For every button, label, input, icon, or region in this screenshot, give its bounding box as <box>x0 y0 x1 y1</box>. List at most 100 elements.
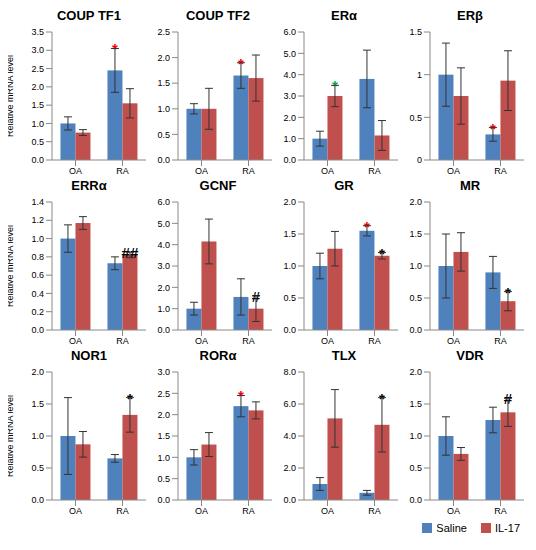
svg-text:0.5: 0.5 <box>409 293 422 303</box>
svg-text:0.0: 0.0 <box>409 325 422 335</box>
svg-text:OA: OA <box>69 166 82 176</box>
svg-text:0.8: 0.8 <box>31 252 44 262</box>
svg-text:0.0: 0.0 <box>283 325 296 335</box>
svg-text:1.5: 1.5 <box>157 78 170 88</box>
svg-text:RA: RA <box>116 166 129 176</box>
svg-text:5.0: 5.0 <box>283 49 296 59</box>
svg-text:0.0: 0.0 <box>157 495 170 505</box>
svg-text:1.5: 1.5 <box>409 229 422 239</box>
svg-text:1.4: 1.4 <box>31 197 44 207</box>
svg-text:OA: OA <box>195 166 208 176</box>
svg-text:2.0: 2.0 <box>283 197 296 207</box>
svg-text:2.0: 2.0 <box>283 463 296 473</box>
svg-text:2.5: 2.5 <box>31 64 44 74</box>
svg-text:RA: RA <box>242 166 255 176</box>
svg-text:2.0: 2.0 <box>31 82 44 92</box>
svg-text:0.0: 0.0 <box>31 155 44 165</box>
svg-text:0.6: 0.6 <box>31 270 44 280</box>
svg-text:1.0: 1.0 <box>31 119 44 129</box>
svg-text:RA: RA <box>116 506 129 516</box>
svg-text:0.2: 0.2 <box>31 307 44 317</box>
svg-text:RA: RA <box>116 336 129 346</box>
svg-text:OA: OA <box>195 336 208 346</box>
svg-text:0.0: 0.0 <box>157 155 170 165</box>
svg-text:2.0: 2.0 <box>283 113 296 123</box>
svg-text:OA: OA <box>321 166 334 176</box>
svg-text:OA: OA <box>321 506 334 516</box>
svg-text:0.5: 0.5 <box>409 113 422 123</box>
svg-text:8.0: 8.0 <box>283 367 296 377</box>
svg-text:3.5: 3.5 <box>31 27 44 37</box>
svg-text:OA: OA <box>69 506 82 516</box>
svg-text:##: ## <box>122 244 139 261</box>
svg-text:2.0: 2.0 <box>157 283 170 293</box>
svg-text:0: 0 <box>417 155 422 165</box>
svg-text:1: 1 <box>417 70 422 80</box>
svg-text:1.0: 1.0 <box>409 261 422 271</box>
svg-text:1.5: 1.5 <box>31 399 44 409</box>
svg-text:4.0: 4.0 <box>283 431 296 441</box>
svg-text:Relative mRNA level: Relative mRNA level <box>8 225 15 307</box>
svg-text:0.0: 0.0 <box>31 495 44 505</box>
svg-text:2.0: 2.0 <box>157 410 170 420</box>
svg-text:2.0: 2.0 <box>31 367 44 377</box>
svg-text:5.0: 5.0 <box>157 219 170 229</box>
svg-text:1.0: 1.0 <box>283 134 296 144</box>
svg-text:1.0: 1.0 <box>157 304 170 314</box>
svg-text:6.0: 6.0 <box>283 399 296 409</box>
svg-text:1.5: 1.5 <box>157 431 170 441</box>
svg-text:2.5: 2.5 <box>157 27 170 37</box>
svg-text:0.0: 0.0 <box>283 155 296 165</box>
svg-text:OA: OA <box>195 506 208 516</box>
svg-text:0.5: 0.5 <box>409 463 422 473</box>
svg-text:3.0: 3.0 <box>157 261 170 271</box>
svg-text:0.5: 0.5 <box>31 463 44 473</box>
svg-text:1.0: 1.0 <box>157 104 170 114</box>
svg-text:RA: RA <box>368 336 381 346</box>
svg-text:4.0: 4.0 <box>157 240 170 250</box>
svg-text:0.0: 0.0 <box>157 325 170 335</box>
svg-text:RA: RA <box>494 506 507 516</box>
svg-text:OA: OA <box>321 336 334 346</box>
svg-text:1.2: 1.2 <box>31 215 44 225</box>
svg-text:0.5: 0.5 <box>31 137 44 147</box>
svg-text:OA: OA <box>447 336 460 346</box>
svg-text:1.0: 1.0 <box>157 453 170 463</box>
svg-text:2.0: 2.0 <box>409 367 422 377</box>
svg-text:0.5: 0.5 <box>283 293 296 303</box>
svg-text:1.0: 1.0 <box>31 234 44 244</box>
svg-text:2.5: 2.5 <box>157 389 170 399</box>
svg-text:1.5: 1.5 <box>409 399 422 409</box>
svg-text:1.5: 1.5 <box>31 100 44 110</box>
svg-text:1.0: 1.0 <box>409 431 422 441</box>
svg-text:RA: RA <box>494 336 507 346</box>
svg-text:0.0: 0.0 <box>31 325 44 335</box>
svg-text:0.5: 0.5 <box>157 130 170 140</box>
svg-text:0.0: 0.0 <box>409 495 422 505</box>
svg-text:Relative mRNA level: Relative mRNA level <box>8 55 15 137</box>
svg-text:3.0: 3.0 <box>157 367 170 377</box>
svg-text:1.5: 1.5 <box>283 229 296 239</box>
svg-text:1.0: 1.0 <box>31 431 44 441</box>
svg-text:6.0: 6.0 <box>283 27 296 37</box>
svg-text:OA: OA <box>447 166 460 176</box>
svg-text:1.0: 1.0 <box>283 261 296 271</box>
svg-text:3.0: 3.0 <box>283 91 296 101</box>
svg-text:RA: RA <box>494 166 507 176</box>
svg-text:OA: OA <box>447 506 460 516</box>
svg-text:OA: OA <box>69 336 82 346</box>
svg-text:1.5: 1.5 <box>409 27 422 37</box>
svg-text:0.4: 0.4 <box>31 289 44 299</box>
svg-text:3.0: 3.0 <box>31 45 44 55</box>
svg-text:2.0: 2.0 <box>409 197 422 207</box>
svg-text:RA: RA <box>368 166 381 176</box>
svg-text:6.0: 6.0 <box>157 197 170 207</box>
svg-text:4.0: 4.0 <box>283 70 296 80</box>
svg-text:2.0: 2.0 <box>157 53 170 63</box>
svg-text:0.0: 0.0 <box>283 495 296 505</box>
svg-text:RA: RA <box>242 336 255 346</box>
svg-text:0.5: 0.5 <box>157 474 170 484</box>
svg-text:RA: RA <box>242 506 255 516</box>
svg-text:Relative mRNA level: Relative mRNA level <box>8 395 15 477</box>
svg-text:RA: RA <box>368 506 381 516</box>
